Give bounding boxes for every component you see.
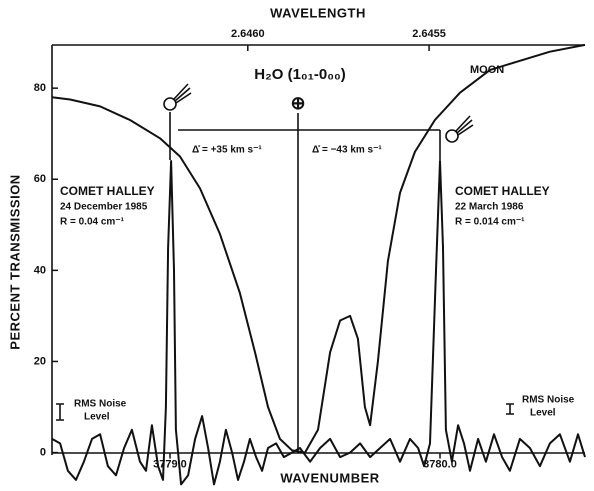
comet-icon bbox=[163, 83, 474, 143]
noise-bar bbox=[56, 403, 514, 421]
annotation: RMS Noise bbox=[522, 395, 575, 406]
annotation: COMET HALLEY bbox=[455, 184, 550, 198]
annotation: RMS Noise bbox=[74, 399, 127, 410]
spectrum-line bbox=[51, 43, 586, 454]
y-tick-label: 0 bbox=[40, 446, 46, 458]
y-tick-label: 60 bbox=[34, 173, 46, 185]
annotation: ⊕ bbox=[290, 93, 305, 113]
top-tick-label: 2.6460 bbox=[231, 28, 265, 40]
annotation: Δ̊ = −43 km s⁻¹ bbox=[312, 144, 382, 156]
annotation: Δ̊ = +35 km s⁻¹ bbox=[192, 144, 262, 156]
annotation: 22 March 1986 bbox=[455, 202, 524, 213]
annotation: MOON bbox=[470, 64, 504, 76]
annotation: R = 0.04 cm⁻¹ bbox=[60, 217, 125, 228]
y-tick-label: 20 bbox=[34, 355, 46, 367]
x-tick-label: 3780.0 bbox=[423, 458, 457, 470]
annotation: COMET HALLEY bbox=[60, 184, 155, 198]
annotation: Level bbox=[530, 408, 556, 419]
y-tick-label: 40 bbox=[34, 264, 46, 276]
y-tick-label: 80 bbox=[34, 82, 46, 94]
y-axis-title: PERCENT TRANSMISSION bbox=[7, 174, 22, 349]
annotation: H₂O (1₀₁-0₀₀) bbox=[254, 66, 346, 83]
top-tick-label: 2.6455 bbox=[412, 28, 446, 40]
annotation: 24 December 1985 bbox=[60, 202, 148, 213]
annotation: R = 0.014 cm⁻¹ bbox=[455, 217, 525, 228]
x-axis-title: WAVENUMBER bbox=[280, 470, 379, 485]
spectrum-line bbox=[51, 160, 586, 486]
guides bbox=[169, 112, 441, 453]
top-axis-title: WAVELENGTH bbox=[270, 5, 366, 20]
frame bbox=[51, 44, 585, 455]
annotation: Level bbox=[84, 412, 110, 423]
